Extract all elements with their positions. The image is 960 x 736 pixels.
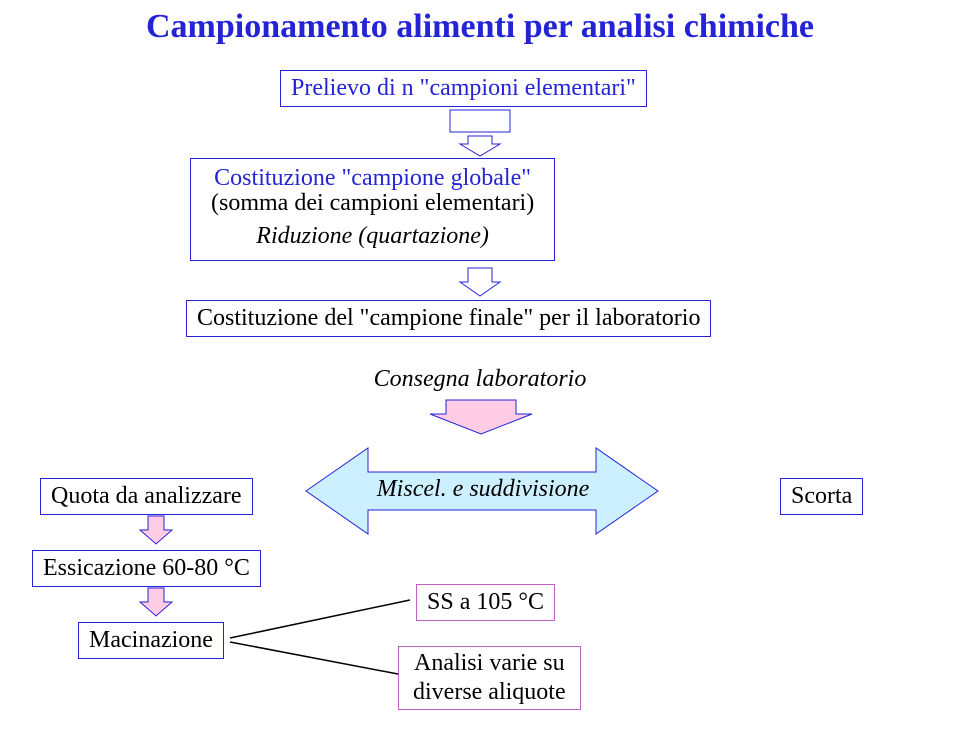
ss105-text: SS a 105 °C [427,589,544,615]
consegna-text: Consegna laboratorio [374,366,587,392]
connector-lines [230,600,410,680]
title-text: Campionamento alimenti per analisi chimi… [146,8,814,45]
step2b-text: (somma dei campioni elementari) [211,190,534,216]
ss105-box: SS a 105 °C [416,584,555,621]
analisi-text-1: Analisi varie su [414,650,565,676]
step-prelievo-text: Prelievo di n "campioni elementari" [291,75,636,101]
arrow-down-1 [440,110,520,158]
macin-text: Macinazione [89,627,213,653]
step-prelievo: Prelievo di n "campioni elementari" [280,70,647,107]
step3-text: Costituzione del "campione finale" per i… [197,305,700,331]
quota-box: Quota da analizzare [40,478,253,515]
arrow-down-2 [440,268,520,300]
analisi-text-2: diverse aliquote [413,679,566,705]
page-title: Campionamento alimenti per analisi chimi… [0,8,960,46]
quota-text: Quota da analizzare [51,483,242,509]
essic-text: Essicazione 60-80 °C [43,555,250,581]
arrow-down-essic [136,588,176,618]
step2c-text: Riduzione (quartazione) [256,223,489,249]
consegna-label: Consegna laboratorio [350,366,610,393]
essicazione-box: Essicazione 60-80 °C [32,550,261,587]
scorta-text: Scorta [791,483,852,509]
arrow-down-pink [426,398,536,438]
miscel-text: Miscel. e suddivisione [377,476,590,502]
scorta-box: Scorta [780,478,863,515]
miscel-label: Miscel. e suddivisione [348,476,618,503]
macinazione-box: Macinazione [78,622,224,659]
arrow-down-quota [136,516,176,546]
step-campione-finale: Costituzione del "campione finale" per i… [186,300,711,337]
step2a-text: Costituzione "campione globale" [214,165,531,191]
step-costituzione-globale: Costituzione "campione globale" (somma d… [190,158,555,261]
analisi-box: Analisi varie su diverse aliquote [398,646,581,710]
